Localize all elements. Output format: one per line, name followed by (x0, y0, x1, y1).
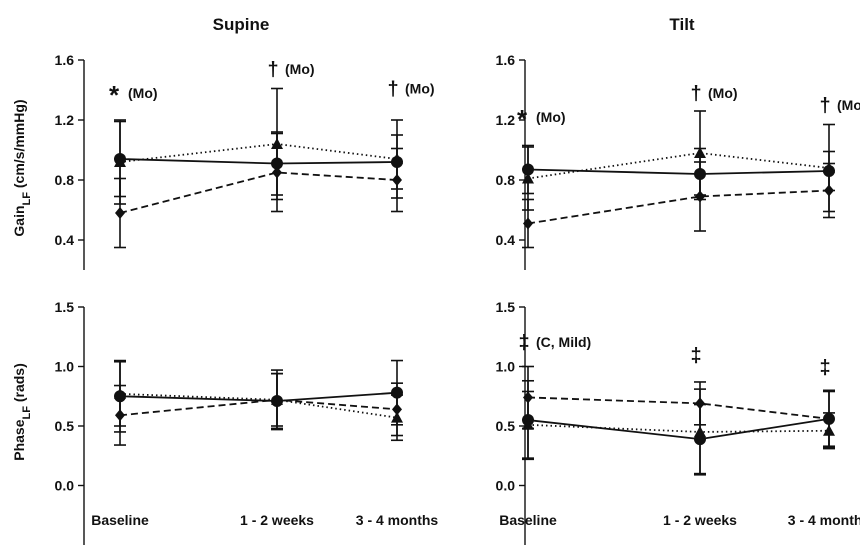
point-triangle (522, 172, 534, 184)
point-circle (694, 168, 706, 180)
point-triangle (391, 411, 403, 423)
point-triangle (114, 156, 126, 167)
annotation-text: (Mo) (708, 85, 738, 101)
point-diamond (392, 403, 402, 416)
point-triangle (823, 424, 835, 436)
series-line-circle (119, 391, 398, 402)
y-tick-label: 0.0 (55, 478, 75, 494)
annotation-symbol: † (387, 79, 398, 101)
series-line-diamond (527, 396, 830, 420)
point-triangle (823, 162, 835, 173)
y-tick-label: 1.0 (55, 359, 75, 375)
y-tick-label: 0.5 (55, 418, 75, 434)
point-triangle (694, 147, 706, 158)
y-tick-label: 1.2 (496, 112, 516, 128)
col-title-supine: Supine (213, 15, 270, 34)
annotation-symbol: ‡ (819, 357, 830, 379)
point-diamond (523, 217, 533, 230)
panel-gain-tilt: 0.4 0.8 1.2 1.6 * (Mo) † (Mo) † (Mo) (496, 52, 860, 270)
point-circle (522, 163, 534, 176)
y-tick-label: 1.0 (496, 359, 516, 375)
point-diamond (272, 166, 282, 179)
ylabel-gain: GainLF (cm/s/mmHg) (11, 99, 33, 236)
annotation-text: (Mo) (285, 61, 315, 77)
annotation-text: (C, Mild) (536, 334, 591, 350)
y-tick-label: 0.5 (496, 418, 516, 434)
y-tick-label: 0.4 (55, 232, 75, 248)
point-diamond (272, 393, 282, 406)
annotation-symbol: † (267, 59, 278, 81)
y-tick-label: 1.5 (55, 299, 75, 315)
point-diamond (695, 190, 705, 203)
point-diamond (824, 184, 834, 197)
panel-gain-supine: 0.4 0.8 1.2 1.6 * (Mo) † (Mo) † (Mo) (55, 52, 435, 270)
annotation-symbol: ‡ (518, 332, 529, 354)
point-circle (271, 157, 283, 170)
point-diamond (824, 412, 834, 425)
series-line-circle (527, 417, 830, 440)
x-tick-label: 1 - 2 weeks (663, 512, 737, 528)
panel-phase-supine: 0.0 0.5 1.0 1.5 Baseline 1 - 2 weeks 3 - 4 mon… (55, 299, 439, 545)
point-diamond (392, 174, 402, 186)
x-tick-label: 3 - 4 months (788, 512, 860, 528)
y-tick-label: 0.4 (496, 232, 516, 248)
point-triangle (271, 138, 283, 149)
series-line-diamond (119, 171, 398, 214)
annotation-symbol: * (517, 104, 528, 134)
x-tick-label: Baseline (91, 512, 149, 528)
point-diamond (695, 397, 705, 410)
ylabel-phase: PhaseLF (rads) (11, 363, 33, 461)
y-tick-label: 0.8 (496, 172, 516, 188)
panel-phase-tilt: 0.0 0.5 1.0 1.5 Baseline 1 - 2 weeks 3 - 4 mon… (496, 299, 860, 545)
x-tick-label: 1 - 2 weeks (240, 512, 314, 528)
point-diamond (115, 207, 125, 219)
point-diamond (115, 409, 125, 422)
annotation-symbol: ‡ (690, 345, 701, 367)
annotation-text: (Mo) (405, 81, 435, 97)
y-tick-label: 1.6 (496, 52, 516, 68)
point-triangle (522, 418, 534, 430)
annotation-text: (Mo) (536, 109, 566, 125)
y-tick-label: 1.5 (496, 299, 516, 315)
col-title-tilt: Tilt (669, 15, 695, 34)
point-triangle (694, 425, 706, 437)
x-tick-label: Baseline (499, 512, 557, 528)
y-tick-label: 1.6 (55, 52, 75, 68)
series-line-triangle (527, 152, 830, 180)
y-tick-label: 1.2 (55, 112, 75, 128)
point-triangle (391, 153, 403, 164)
y-tick-label: 0.8 (55, 172, 75, 188)
y-tick-label: 0.0 (496, 478, 516, 494)
annotation-text: (Mo) (837, 97, 860, 113)
point-triangle (114, 387, 126, 399)
series-line-diamond (119, 398, 398, 417)
x-tick-label: 3 - 4 months (356, 512, 439, 528)
point-circle (391, 386, 403, 399)
point-diamond (523, 391, 533, 404)
annotation-text: (Mo) (128, 85, 158, 101)
annotation-symbol: † (690, 83, 701, 105)
series-line-circle (119, 158, 398, 165)
series-line-diamond (527, 189, 830, 225)
annotation-symbol: * (109, 80, 120, 110)
annotation-symbol: † (819, 95, 830, 117)
